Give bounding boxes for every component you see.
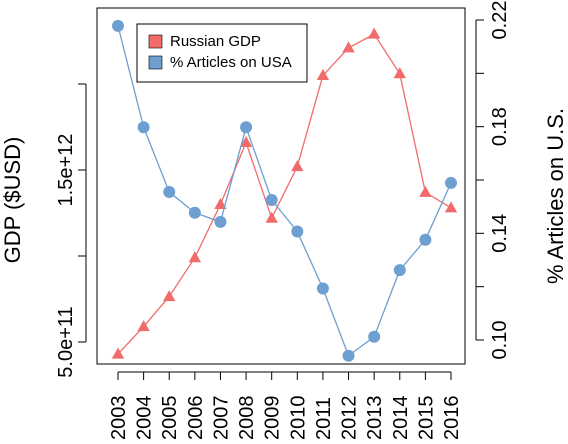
data-point-gdp — [367, 27, 381, 39]
y2-tick-label: 0.14 — [489, 214, 511, 253]
x-tick-label: 2005 — [159, 396, 181, 441]
x-tick-label: 2013 — [364, 396, 386, 441]
data-point-gdp — [188, 251, 202, 263]
x-tick-label: 2014 — [390, 396, 412, 441]
legend-box — [136, 23, 308, 83]
y2-tick-label: 0.18 — [489, 107, 511, 146]
legend-label-gdp: Russian GDP — [170, 33, 261, 50]
data-point-gdp — [265, 211, 278, 223]
data-point-articles — [240, 121, 253, 134]
data-point-articles — [393, 264, 406, 277]
data-point-gdp — [111, 347, 125, 359]
data-point-articles — [163, 186, 176, 198]
x-tick-label: 2007 — [210, 396, 232, 441]
data-point-articles — [188, 206, 201, 219]
legend-label-articles: % Articles on USA — [170, 54, 292, 71]
series-line-gdp — [117, 33, 452, 355]
data-point-articles — [137, 121, 150, 134]
data-point-articles — [265, 194, 278, 206]
x-tick-label: 2016 — [441, 396, 463, 441]
legend-swatch-articles — [148, 55, 163, 70]
y2-tick-label: 0.10 — [489, 321, 511, 360]
data-point-gdp — [291, 160, 304, 172]
y2-tick-label: 0.22 — [489, 1, 511, 40]
data-point-articles — [445, 176, 457, 189]
data-point-gdp — [419, 185, 432, 197]
y-tick-label: 5.0e+11 — [55, 306, 77, 377]
x-tick-label: 2009 — [262, 396, 284, 441]
x-tick-label: 2003 — [108, 396, 130, 441]
data-point-gdp — [239, 135, 253, 148]
y2-axis-title: % Articles on U.S. — [543, 108, 568, 284]
data-point-gdp — [137, 320, 150, 332]
data-point-articles — [368, 330, 381, 343]
legend-swatch-gdp — [148, 34, 163, 49]
plot-frame — [96, 7, 466, 365]
x-tick-label: 2012 — [339, 396, 361, 441]
data-point-articles — [214, 215, 227, 228]
y-axis-title: GDP ($USD) — [0, 137, 25, 264]
x-tick-label: 2008 — [236, 396, 258, 441]
data-point-gdp — [393, 67, 406, 79]
data-point-articles — [112, 19, 124, 32]
data-point-gdp — [214, 197, 227, 209]
data-point-articles — [419, 233, 432, 246]
data-point-articles — [291, 225, 304, 238]
x-tick-label: 2011 — [313, 397, 335, 440]
data-point-gdp — [342, 41, 355, 53]
data-point-gdp — [444, 201, 458, 213]
data-point-articles — [342, 349, 355, 362]
x-tick-label: 2006 — [185, 396, 207, 441]
y-tick-label: 1.5e+12 — [55, 134, 77, 207]
x-tick-label: 2004 — [134, 396, 156, 441]
data-point-articles — [316, 282, 329, 295]
data-point-gdp — [163, 290, 176, 302]
x-tick-label: 2015 — [415, 396, 437, 441]
x-tick-label: 2010 — [287, 396, 309, 441]
data-point-gdp — [316, 68, 330, 80]
